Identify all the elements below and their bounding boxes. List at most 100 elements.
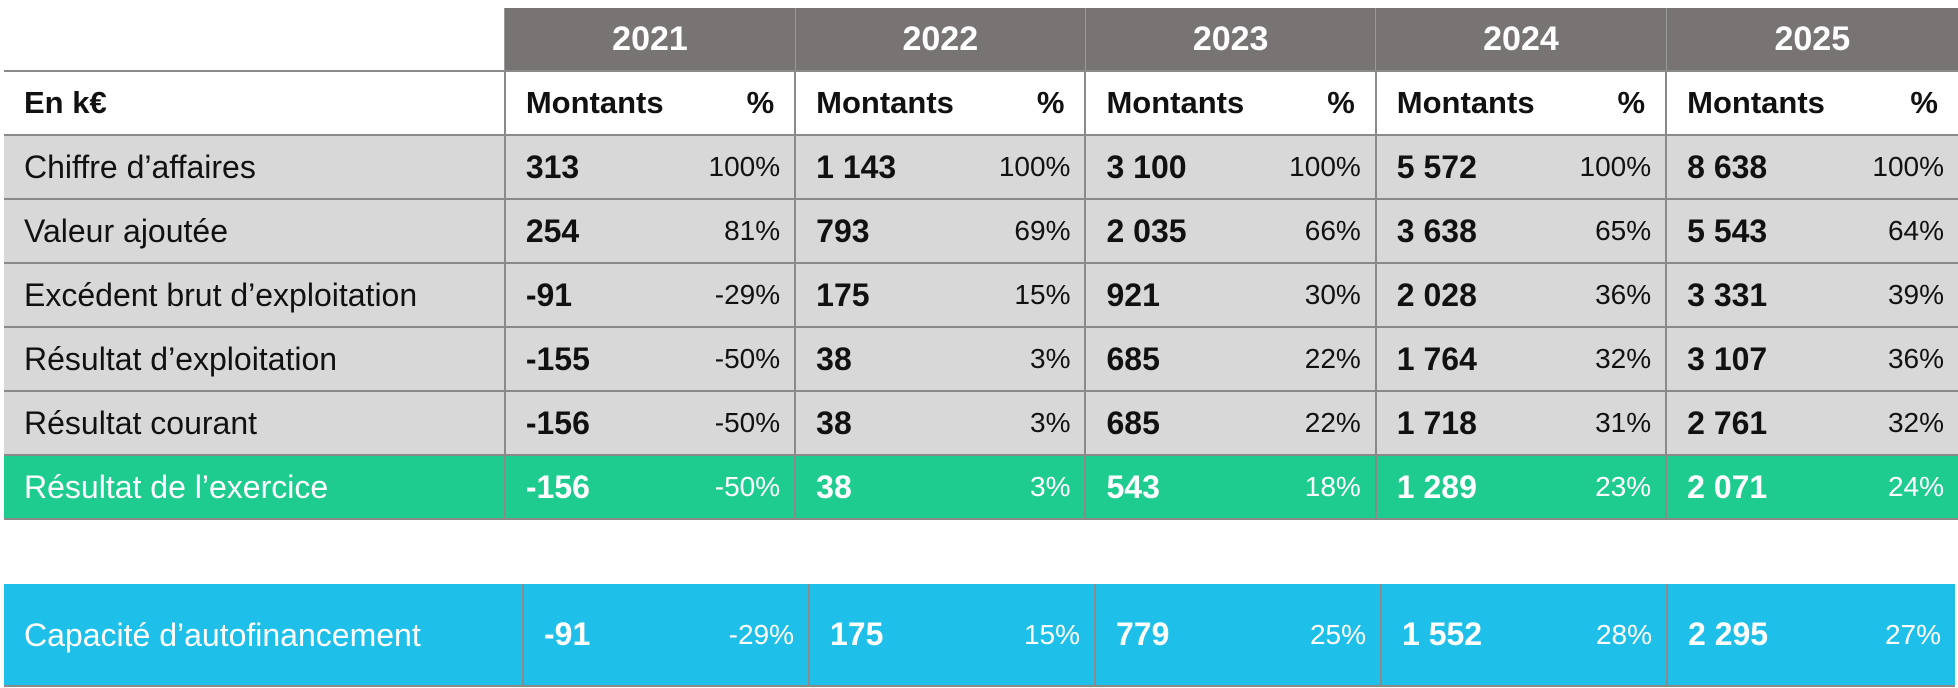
amount-cell: 38 <box>794 327 954 392</box>
table-row: Résultat de l’exercice -156 -50% 38 3% 543 18%… <box>4 455 1958 520</box>
row-label: Valeur ajoutée <box>4 199 505 264</box>
table-row: Chiffre d’affaires 313 100% 1 143 100% 3 100 1… <box>4 135 1958 200</box>
amount-cell: 793 <box>794 199 954 264</box>
percent-cell: -50% <box>663 455 796 520</box>
amount-cell: 1 764 <box>1374 327 1535 392</box>
year-header-2024: 2024 <box>1375 8 1667 71</box>
percent-cell: 65% <box>1534 199 1667 264</box>
percent-cell: -50% <box>663 327 796 392</box>
year-header-2025: 2025 <box>1665 8 1958 71</box>
caf-amount-2022: 175 <box>808 584 954 687</box>
amount-cell: 2 035 <box>1084 199 1245 264</box>
amount-cell: 1 289 <box>1374 455 1535 520</box>
year-header-2021: 2021 <box>504 8 796 71</box>
amount-cell: -156 <box>503 391 664 456</box>
amount-cell: 8 638 <box>1665 135 1825 200</box>
amount-cell: 254 <box>503 199 664 264</box>
percent-cell: 81% <box>663 199 796 264</box>
percent-cell: 3% <box>953 327 1086 392</box>
amount-cell: 3 100 <box>1084 135 1245 200</box>
percent-cell: 30% <box>1244 263 1376 328</box>
percent-header: % <box>953 70 1086 136</box>
percent-cell: 100% <box>1244 135 1376 200</box>
caf-amount-2023: 779 <box>1094 584 1240 687</box>
amount-header: Montants <box>1374 70 1535 136</box>
amount-cell: 685 <box>1084 391 1245 456</box>
row-label: Excédent brut d’exploitation <box>4 263 505 328</box>
caf-percent-2024: 28% <box>1526 584 1667 687</box>
percent-header: % <box>1244 70 1376 136</box>
table-body: Chiffre d’affaires 313 100% 1 143 100% 3 100 1… <box>4 135 1958 520</box>
amount-cell: 38 <box>794 391 954 456</box>
caf-percent-2025: 27% <box>1812 584 1955 687</box>
row-label: Résultat d’exploitation <box>4 327 505 392</box>
caf-amount-2024: 1 552 <box>1380 584 1526 687</box>
table-row: Excédent brut d’exploitation -91 -29% 175 15… <box>4 263 1958 328</box>
percent-cell: 32% <box>1534 327 1667 392</box>
amount-cell: -91 <box>503 263 664 328</box>
amount-cell: 1 718 <box>1374 391 1535 456</box>
row-label: Résultat courant <box>4 391 505 456</box>
amount-cell: 3 638 <box>1374 199 1535 264</box>
table-row: Résultat d’exploitation -155 -50% 38 3% 685 22… <box>4 327 1958 392</box>
percent-cell: 39% <box>1824 263 1958 328</box>
caf-amount-2025: 2 295 <box>1666 584 1812 687</box>
row-label: Résultat de l’exercice <box>4 455 505 520</box>
table-row: Valeur ajoutée 254 81% 793 69% 2 035 66% 3 638 6… <box>4 199 1958 264</box>
percent-cell: -29% <box>663 263 796 328</box>
caf-row: Capacité d’autofinancement -91 -29% 175 … <box>4 584 1955 687</box>
percent-cell: 23% <box>1534 455 1667 520</box>
percent-cell: 22% <box>1244 327 1376 392</box>
column-header-row: En k€ Montants % Montants % Montants % M… <box>4 70 1958 136</box>
amount-header: Montants <box>503 70 664 136</box>
percent-cell: 15% <box>953 263 1086 328</box>
amount-header: Montants <box>1665 70 1825 136</box>
percent-cell: 32% <box>1824 391 1958 456</box>
percent-cell: 100% <box>1824 135 1958 200</box>
amount-header: Montants <box>1084 70 1245 136</box>
amount-cell: 5 572 <box>1374 135 1535 200</box>
financial-summary-table: 2021 2022 2023 2024 2025 En k€ Montants … <box>4 8 1958 520</box>
percent-cell: 31% <box>1534 391 1667 456</box>
percent-cell: 66% <box>1244 199 1376 264</box>
percent-header: % <box>663 70 796 136</box>
header-blank-cell <box>4 8 505 71</box>
unit-label: En k€ <box>4 70 505 136</box>
percent-cell: 3% <box>953 391 1086 456</box>
amount-cell: 3 107 <box>1665 327 1825 392</box>
amount-cell: 921 <box>1084 263 1245 328</box>
percent-cell: 69% <box>953 199 1086 264</box>
percent-cell: 18% <box>1244 455 1376 520</box>
percent-header: % <box>1824 70 1958 136</box>
row-label: Chiffre d’affaires <box>4 135 505 200</box>
year-header-2022: 2022 <box>794 8 1086 71</box>
amount-cell: 2 761 <box>1665 391 1825 456</box>
amount-cell: 2 028 <box>1374 263 1535 328</box>
caf-amount-2021: -91 <box>522 584 668 687</box>
percent-header: % <box>1534 70 1667 136</box>
amount-cell: 313 <box>503 135 664 200</box>
percent-cell: -50% <box>663 391 796 456</box>
caf-label: Capacité d’autofinancement <box>4 584 523 687</box>
percent-cell: 36% <box>1824 327 1958 392</box>
percent-cell: 100% <box>663 135 796 200</box>
percent-cell: 100% <box>1534 135 1667 200</box>
percent-cell: 24% <box>1824 455 1958 520</box>
table-row: Résultat courant -156 -50% 38 3% 685 22% 1 718 3… <box>4 391 1958 456</box>
caf-percent-2023: 25% <box>1240 584 1381 687</box>
amount-header: Montants <box>794 70 954 136</box>
amount-cell: -155 <box>503 327 664 392</box>
caf-percent-2021: -29% <box>668 584 809 687</box>
percent-cell: 3% <box>953 455 1086 520</box>
caf-percent-2022: 15% <box>954 584 1095 687</box>
amount-cell: 685 <box>1084 327 1245 392</box>
amount-cell: 1 143 <box>794 135 954 200</box>
percent-cell: 22% <box>1244 391 1376 456</box>
caf-table: Capacité d’autofinancement -91 -29% 175 … <box>4 584 1955 687</box>
percent-cell: 36% <box>1534 263 1667 328</box>
percent-cell: 100% <box>953 135 1086 200</box>
year-header-2023: 2023 <box>1084 8 1376 71</box>
amount-cell: 5 543 <box>1665 199 1825 264</box>
amount-cell: 2 071 <box>1665 455 1825 520</box>
percent-cell: 64% <box>1824 199 1958 264</box>
